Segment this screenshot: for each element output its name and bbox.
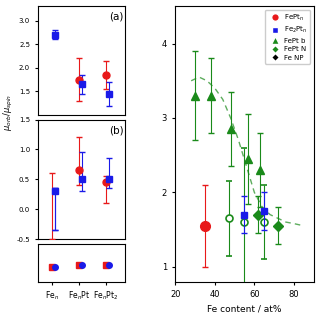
Text: $\mu_{orb}/\mu_{spin}$: $\mu_{orb}/\mu_{spin}$ [2,93,15,131]
Text: (a): (a) [109,12,124,21]
Legend: FePt$_n$, Fe$_2$Pt$_n$, FePt b, FePt N, Fe NP: FePt$_n$, Fe$_2$Pt$_n$, FePt b, FePt N, … [265,10,310,64]
X-axis label: Fe content / at%: Fe content / at% [207,305,282,314]
Text: (b): (b) [109,126,124,136]
